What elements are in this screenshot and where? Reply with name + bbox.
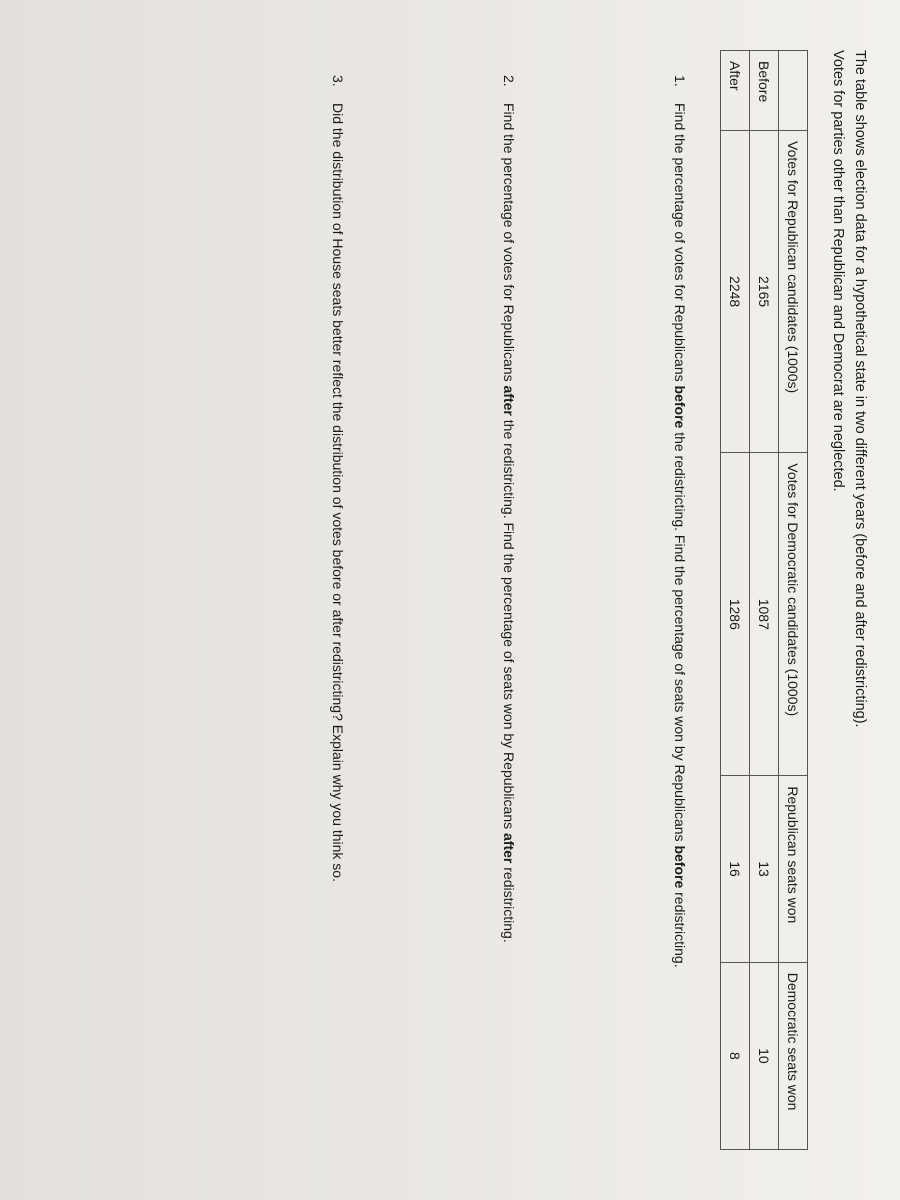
question-2: 2. Find the percentage of votes for Repu… <box>499 50 520 1150</box>
header-dem-seats: Democratic seats won <box>779 962 808 1149</box>
cell-rep-seats: 16 <box>721 776 750 962</box>
question-1: 1. Find the percentage of votes for Repu… <box>670 50 691 1150</box>
cell-dem-votes: 1286 <box>721 453 750 776</box>
cell-rep-votes: 2248 <box>721 131 750 453</box>
worksheet-page: The table shows election data for a hypo… <box>0 0 900 1200</box>
question-text: Did the distribution of House seats bett… <box>328 103 349 1150</box>
intro-text: The table shows election data for a hypo… <box>827 50 871 1150</box>
table-row: After 2248 1286 16 8 <box>721 51 750 1150</box>
cell-dem-votes: 1087 <box>750 453 779 776</box>
header-blank <box>779 51 808 131</box>
election-data-table: Votes for Republican candidates (1000s) … <box>721 50 809 1150</box>
table-row: Before 2165 1087 13 10 <box>750 51 779 1150</box>
cell-dem-seats: 8 <box>721 962 750 1149</box>
row-label-after: After <box>721 51 750 131</box>
header-rep-seats: Republican seats won <box>779 776 808 962</box>
row-label-before: Before <box>750 51 779 131</box>
question-3: 3. Did the distribution of House seats b… <box>328 50 349 1150</box>
question-number: 1. <box>670 75 691 103</box>
intro-line-2: Votes for parties other than Republican … <box>830 50 846 492</box>
cell-rep-votes: 2165 <box>750 131 779 453</box>
header-rep-votes: Votes for Republican candidates (1000s) <box>779 131 808 453</box>
question-text: Find the percentage of votes for Republi… <box>670 103 691 1150</box>
question-number: 2. <box>499 75 520 103</box>
intro-line-1: The table shows election data for a hypo… <box>852 50 868 728</box>
cell-rep-seats: 13 <box>750 776 779 962</box>
question-number: 3. <box>328 75 349 103</box>
header-dem-votes: Votes for Democratic candidates (1000s) <box>779 453 808 776</box>
question-text: Find the percentage of votes for Republi… <box>499 103 520 1150</box>
cell-dem-seats: 10 <box>750 962 779 1149</box>
table-header-row: Votes for Republican candidates (1000s) … <box>779 51 808 1150</box>
